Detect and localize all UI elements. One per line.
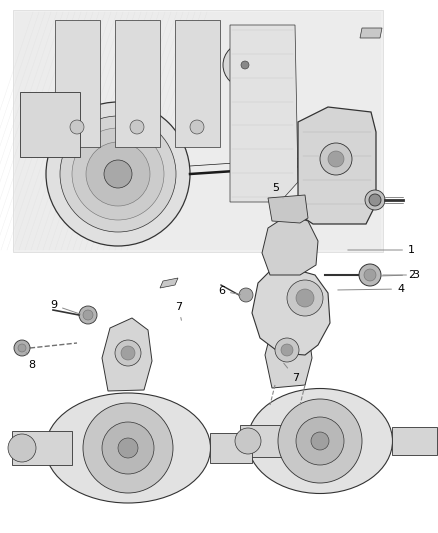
Text: 2: 2 [381,270,415,280]
Circle shape [364,269,376,281]
Polygon shape [160,278,178,288]
Circle shape [115,340,141,366]
Bar [15,12,381,250]
Bar [240,425,295,457]
Circle shape [8,434,36,462]
Circle shape [86,142,150,206]
Circle shape [60,116,176,232]
Circle shape [46,102,190,246]
Circle shape [365,190,385,210]
Polygon shape [268,195,308,223]
Polygon shape [230,25,298,202]
Circle shape [235,428,261,454]
Polygon shape [265,318,312,388]
Circle shape [241,61,249,69]
Polygon shape [115,20,160,147]
Text: 5: 5 [272,183,283,198]
Bar [20,92,80,157]
Circle shape [296,289,314,307]
Text: 3: 3 [383,270,419,280]
Circle shape [359,264,381,286]
Text: 6: 6 [218,286,240,296]
Circle shape [233,53,257,77]
Bar [13,10,383,252]
Circle shape [278,399,362,483]
Circle shape [118,438,138,458]
Bar [392,427,437,455]
Polygon shape [102,318,152,391]
Polygon shape [298,107,376,224]
Text: 7: 7 [284,363,299,383]
Polygon shape [55,20,100,147]
Polygon shape [360,28,382,38]
Circle shape [83,310,93,320]
Circle shape [121,346,135,360]
Circle shape [223,43,267,87]
Circle shape [79,306,97,324]
Ellipse shape [46,393,211,503]
Circle shape [369,194,381,206]
Circle shape [83,403,173,493]
Circle shape [311,432,329,450]
Circle shape [70,120,84,134]
Polygon shape [252,268,330,355]
Circle shape [320,143,352,175]
Polygon shape [262,215,318,275]
Circle shape [104,160,132,188]
Polygon shape [175,20,220,147]
Text: 1: 1 [348,245,415,255]
Text: 8: 8 [26,352,35,370]
Circle shape [130,120,144,134]
Circle shape [281,344,293,356]
Circle shape [14,340,30,356]
Circle shape [296,417,344,465]
Text: 7: 7 [175,302,182,320]
Text: 4: 4 [338,284,404,294]
Circle shape [239,288,253,302]
Circle shape [18,344,26,352]
Circle shape [275,338,299,362]
Circle shape [190,120,204,134]
Circle shape [72,128,164,220]
Circle shape [287,280,323,316]
Bar [210,433,252,463]
Circle shape [328,151,344,167]
Text: 9: 9 [50,300,80,314]
Bar [12,431,72,465]
Ellipse shape [247,389,392,494]
Circle shape [102,422,154,474]
